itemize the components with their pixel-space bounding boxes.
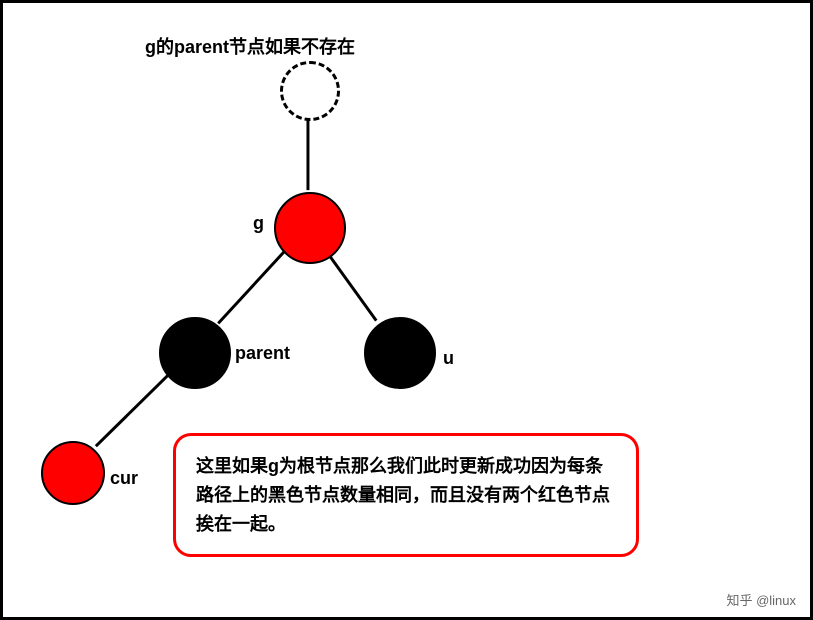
- title-label: g的parent节点如果不存在: [145, 33, 355, 59]
- node-g: [274, 192, 346, 264]
- node-cur: [41, 441, 105, 505]
- watermark: 知乎 @linux: [726, 590, 796, 609]
- label-parent: parent: [235, 343, 290, 364]
- label-g: g: [253, 213, 264, 234]
- node-u: [364, 317, 436, 389]
- label-u: u: [443, 348, 454, 369]
- node-parent: [159, 317, 231, 389]
- label-cur: cur: [110, 468, 138, 489]
- node-ghost-parent: [280, 61, 340, 121]
- note-box: 这里如果g为根节点那么我们此时更新成功因为每条路径上的黑色节点数量相同，而且没有…: [173, 433, 639, 557]
- diagram-canvas: g的parent节点如果不存在 g parent u cur 这里如果g为根节点…: [0, 0, 813, 620]
